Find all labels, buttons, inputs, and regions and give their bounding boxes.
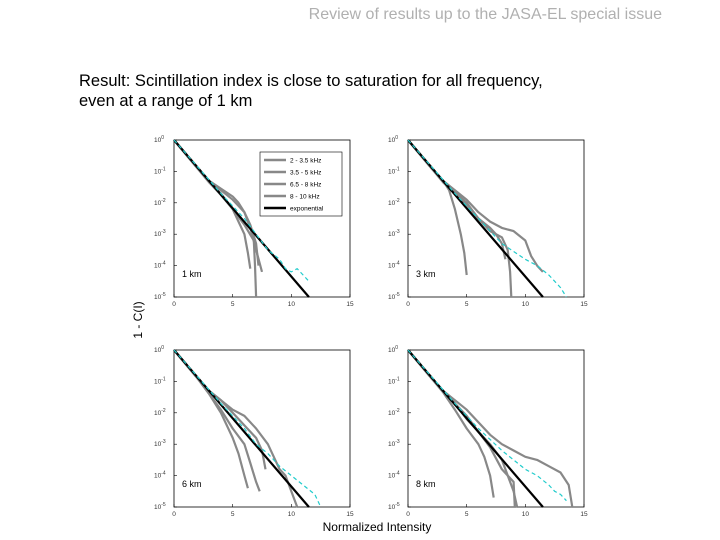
y-tick-label: 10-2 — [388, 408, 400, 417]
slide-header: Review of results up to the JASA-EL spec… — [308, 6, 662, 23]
y-axis-label: 1 - C(I) — [131, 301, 145, 338]
x-tick-label: 0 — [406, 511, 410, 518]
series-line-exponential — [407, 139, 544, 298]
series-line-reference — [407, 139, 567, 298]
x-axis-label: Normalized Intensity — [323, 520, 432, 534]
y-tick-label: 10-1 — [154, 376, 166, 385]
x-tick-label: 5 — [231, 301, 235, 308]
series-line-reference — [173, 139, 310, 282]
chart-panel-1: 0 5 10 15 100 10-1 10-2 10-3 10-4 10-5 1 km 2 - 3.5… — [154, 135, 354, 308]
y-tick-label: 10-2 — [388, 198, 400, 207]
y-tick-label: 10-1 — [388, 376, 400, 385]
x-tick-label: 10 — [288, 511, 296, 518]
y-tick-label: 10-2 — [154, 408, 166, 417]
legend-label: 6.5 - 8 kHz — [290, 182, 321, 189]
y-tick-label: 10-4 — [388, 261, 400, 270]
y-tick-label: 10-4 — [388, 471, 400, 480]
y-tick-label: 10-3 — [154, 229, 166, 238]
series-line-reference — [173, 349, 322, 508]
legend-label: exponential — [290, 206, 324, 213]
range-annotation: 8 km — [416, 479, 436, 489]
legend-label: 8 - 10 kHz — [290, 194, 320, 201]
y-tick-label: 10-5 — [154, 292, 166, 301]
result-statement: Result: Scintillation index is close to … — [79, 71, 679, 111]
legend: 2 - 3.5 kHz 3.5 - 5 kHz 6.5 - 8 kHz 8 - 10 … — [259, 151, 343, 217]
y-tick-label: 10-2 — [154, 198, 166, 207]
y-tick-label: 100 — [154, 345, 164, 354]
series-line-exponential — [407, 349, 544, 508]
x-tick-label: 15 — [580, 301, 588, 308]
legend-label: 3.5 - 5 kHz — [290, 170, 321, 177]
x-tick-label: 0 — [406, 301, 410, 308]
x-tick-label: 15 — [346, 301, 354, 308]
chart-panel-3: 0 5 10 15 100 10-1 10-2 10-3 10-4 10-5 6 km — [154, 345, 354, 518]
y-tick-label: 10-5 — [388, 502, 400, 511]
x-tick-label: 5 — [465, 301, 469, 308]
x-tick-label: 0 — [172, 511, 176, 518]
y-tick-label: 10-5 — [388, 292, 400, 301]
plot-area — [407, 349, 585, 508]
x-tick-label: 10 — [522, 511, 530, 518]
range-annotation: 6 km — [182, 479, 202, 489]
result-line-1: Result: Scintillation index is close to … — [79, 72, 543, 90]
y-tick-label: 10-1 — [388, 166, 400, 175]
y-tick-label: 10-5 — [154, 502, 166, 511]
x-tick-label: 0 — [172, 301, 176, 308]
plot-area — [407, 139, 585, 298]
range-annotation: 3 km — [416, 269, 436, 279]
chart-panel-4: 0 5 10 15 100 10-1 10-2 10-3 10-4 10-5 8 km — [388, 345, 588, 518]
chart-panel-2: 0 5 10 15 100 10-1 10-2 10-3 10-4 10-5 3 km — [388, 135, 588, 308]
y-tick-label: 10-4 — [154, 261, 166, 270]
y-tick-label: 10-4 — [154, 471, 166, 480]
series-line-exponential — [173, 139, 310, 298]
y-tick-label: 100 — [388, 345, 398, 354]
y-tick-label: 100 — [154, 135, 164, 144]
legend-label: 2 - 3.5 kHz — [290, 158, 321, 165]
series-line-reference — [407, 349, 567, 502]
y-tick-label: 100 — [388, 135, 398, 144]
y-tick-label: 10-3 — [154, 439, 166, 448]
range-annotation: 1 km — [182, 269, 202, 279]
x-tick-label: 10 — [522, 301, 530, 308]
x-tick-label: 5 — [231, 511, 235, 518]
plot-area — [173, 349, 351, 508]
x-tick-label: 15 — [580, 511, 588, 518]
y-tick-label: 10-3 — [388, 439, 400, 448]
y-tick-label: 10-3 — [388, 229, 400, 238]
y-tick-label: 10-1 — [154, 166, 166, 175]
x-tick-label: 10 — [288, 301, 296, 308]
x-tick-label: 5 — [465, 511, 469, 518]
series-line-exponential — [173, 349, 310, 508]
x-tick-label: 15 — [346, 511, 354, 518]
result-line-2: even at a range of 1 km — [79, 92, 253, 110]
